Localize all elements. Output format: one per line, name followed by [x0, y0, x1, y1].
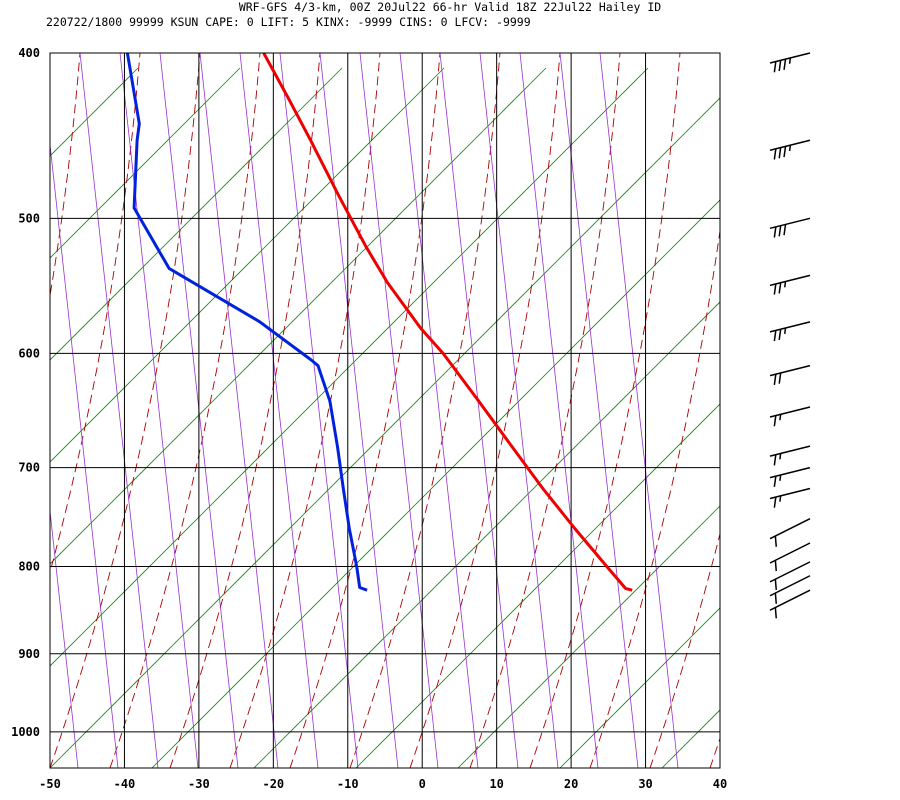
dry-adiabat-line	[253, 301, 720, 768]
dry-adiabat-line	[50, 67, 445, 463]
chart-title: WRF-GFS 4/3-km, 00Z 20Jul22 66-hr Valid …	[239, 0, 661, 14]
profile-series	[125, 53, 633, 592]
dry-adiabat-line	[50, 67, 241, 259]
temperature-tick-label: 40	[713, 777, 727, 791]
wind-barb	[769, 274, 811, 295]
dewpoint-profile-line	[125, 53, 368, 592]
mixing-ratio-line	[119, 53, 199, 768]
wind-barb	[769, 575, 811, 604]
mixing-ratio-line	[279, 53, 359, 768]
mixing-ratio-line	[50, 507, 79, 768]
mixing-ratio-line	[599, 53, 679, 768]
wind-barbs	[769, 52, 811, 619]
temperature-tick-label: -20	[262, 777, 284, 791]
dry-adiabat-line	[50, 67, 139, 157]
temperature-tick-label: 30	[638, 777, 652, 791]
moist-adiabat-line	[109, 53, 261, 768]
dry-adiabat-line	[0, 68, 36, 768]
pressure-tick-label: 400	[18, 46, 40, 60]
moist-adiabat-line	[229, 53, 381, 768]
temperature-tick-label: 10	[489, 777, 503, 791]
moist-adiabat-line	[169, 53, 321, 768]
dry-adiabat-line	[764, 68, 900, 768]
dry-adiabat-line	[559, 607, 720, 768]
station-info-line: 220722/1800 99999 KSUN CAPE: 0 LIFT: 5 K…	[46, 15, 531, 29]
moist-adiabat-line	[469, 53, 621, 768]
mixing-ratio-line	[399, 53, 479, 768]
mixing-ratio-line	[439, 53, 519, 768]
wind-barb	[769, 589, 811, 619]
pressure-tick-label: 500	[18, 211, 40, 225]
wind-barb	[769, 52, 811, 73]
wind-barb	[769, 364, 811, 385]
wind-barb	[769, 406, 811, 427]
moist-adiabat-line	[649, 531, 720, 768]
moist-adiabat-line	[349, 53, 501, 768]
temperature-profile-line	[262, 53, 633, 592]
wind-barb	[769, 217, 811, 238]
temperature-tick-labels: -50 -40 -30 -20 -10 0 10 20 30 40	[39, 777, 727, 791]
plot-frame	[49, 52, 721, 769]
wind-barb	[769, 542, 811, 572]
moist-adiabat-line	[0, 53, 20, 768]
temperature-tick-label: -50	[39, 777, 61, 791]
mixing-ratio-line	[319, 53, 399, 768]
dry-adiabat-line	[661, 709, 720, 768]
wind-barb	[769, 321, 811, 342]
wind-barb	[769, 561, 811, 590]
background-lines	[0, 53, 900, 768]
pressure-tick-label: 600	[18, 346, 40, 360]
mixing-ratio-line	[199, 53, 279, 768]
pressure-tick-labels: 400 500 600 700 800 900 1000	[11, 46, 40, 739]
wind-barb	[769, 487, 811, 508]
temperature-tick-label: 20	[564, 777, 578, 791]
mixing-ratio-line	[79, 53, 159, 768]
temperature-tick-label: -30	[188, 777, 210, 791]
dry-adiabat-line	[50, 67, 547, 565]
temperature-tick-label: 0	[419, 777, 426, 791]
mixing-ratio-line	[359, 53, 439, 768]
mixing-ratio-line	[559, 53, 639, 768]
moist-adiabat-line	[50, 53, 81, 299]
wind-barb	[769, 445, 811, 466]
pressure-tick-label: 800	[18, 560, 40, 574]
mixing-ratio-line	[519, 53, 599, 768]
moist-adiabat-line	[770, 53, 900, 768]
wind-barb	[769, 466, 811, 487]
mixing-ratio-line	[479, 53, 559, 768]
moist-adiabat-line	[529, 53, 681, 768]
dry-adiabat-line	[866, 68, 900, 768]
wind-barb	[769, 139, 811, 160]
pressure-tick-label: 900	[18, 647, 40, 661]
pressure-tick-label: 700	[18, 461, 40, 475]
moist-adiabat-line	[709, 737, 720, 768]
dry-adiabat-line	[355, 403, 720, 768]
dry-adiabat-line	[50, 67, 343, 361]
moist-adiabat-line	[289, 53, 441, 768]
moist-adiabat-line	[50, 53, 141, 574]
moist-adiabat-line	[409, 53, 561, 768]
pressure-tick-label: 1000	[11, 725, 40, 739]
wind-barb	[769, 518, 811, 547]
temperature-tick-label: -10	[337, 777, 359, 791]
dry-adiabat-line	[457, 505, 720, 768]
mixing-ratio-line	[50, 140, 119, 768]
temperature-tick-label: -40	[114, 777, 136, 791]
moist-adiabat-line	[589, 227, 720, 768]
dry-adiabat-line	[50, 67, 649, 667]
mixing-ratio-line	[239, 53, 319, 768]
dry-adiabat-line	[151, 199, 720, 768]
moist-adiabat-line	[50, 53, 201, 768]
